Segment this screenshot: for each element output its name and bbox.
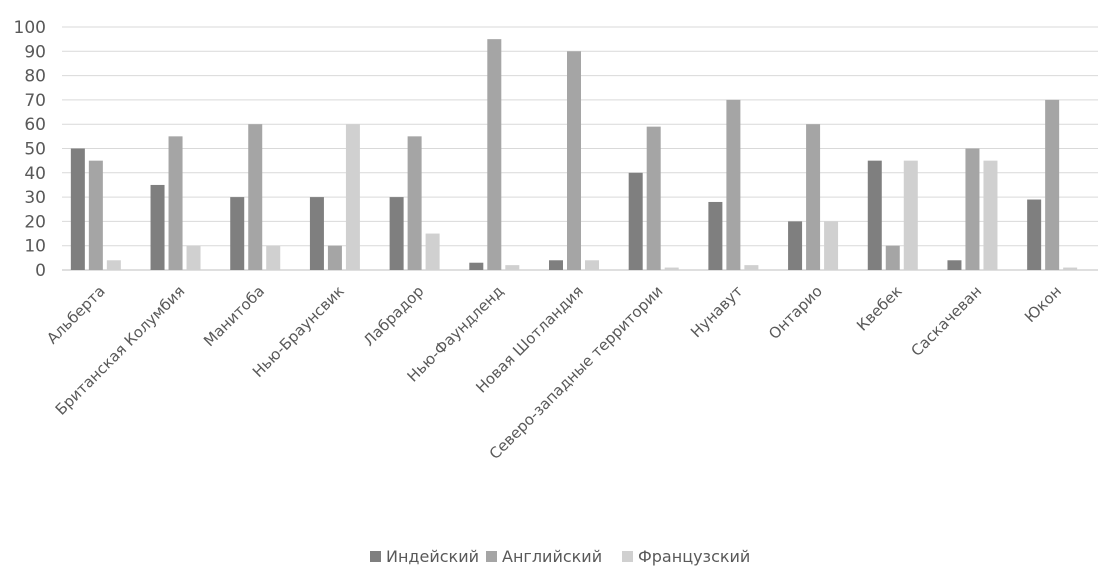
- bar: [309, 197, 324, 270]
- bar: [389, 197, 404, 270]
- bar: [469, 262, 484, 270]
- bar: [824, 221, 839, 270]
- bar: [664, 267, 679, 270]
- x-tick-label: Саскачеван: [907, 282, 985, 360]
- y-tick-label: 0: [35, 261, 46, 281]
- bar: [168, 136, 183, 270]
- bar: [106, 260, 121, 270]
- bar: [345, 124, 360, 270]
- y-tick-label: 70: [24, 91, 46, 111]
- bar: [983, 160, 998, 270]
- legend-label: Французский: [638, 547, 750, 566]
- bar: [150, 184, 165, 270]
- bar: [708, 201, 723, 270]
- bar: [1063, 267, 1078, 270]
- legend-label: Английский: [502, 547, 602, 566]
- bar: [585, 260, 599, 270]
- bar: [947, 260, 962, 270]
- x-tick-label: Юкон: [1021, 282, 1065, 326]
- bar: [885, 245, 900, 270]
- x-tick-label: Лабрадор: [360, 282, 428, 350]
- y-tick-label: 50: [24, 140, 46, 160]
- bar: [806, 124, 821, 270]
- y-tick-label: 30: [24, 188, 46, 208]
- bar: [903, 160, 918, 270]
- bar: [248, 124, 263, 270]
- y-tick-label: 90: [24, 42, 46, 62]
- x-tick-label: Квебек: [853, 282, 906, 335]
- bar: [327, 245, 342, 270]
- bar: [567, 51, 581, 270]
- legend-label: Индейский: [386, 547, 479, 566]
- y-axis: 0 10 20 30 40 50 60 70 80 90 100: [14, 18, 46, 281]
- y-tick-label: 60: [24, 115, 46, 135]
- bar: [628, 172, 643, 270]
- bar: [646, 126, 661, 270]
- bar: [726, 99, 741, 271]
- bar: [88, 160, 103, 270]
- x-tick-label: Северо-западные территории: [486, 282, 667, 463]
- bar: [1027, 199, 1042, 270]
- legend-swatch: [486, 551, 497, 562]
- bar: [505, 265, 520, 270]
- bar: [425, 233, 440, 270]
- y-tick-label: 40: [24, 164, 46, 184]
- bar: [70, 148, 85, 270]
- bar: [1045, 99, 1060, 271]
- bar: [788, 221, 803, 270]
- bar: [266, 245, 281, 270]
- bar: [487, 39, 502, 271]
- y-tick-label: 100: [14, 18, 46, 38]
- x-tick-label: Альберта: [43, 282, 108, 347]
- x-tick-label: Нунавут: [687, 282, 746, 341]
- bar: [867, 160, 882, 270]
- legend: Индейский Английский Французский: [370, 547, 750, 566]
- legend-swatch: [370, 551, 381, 562]
- x-tick-label: Онтарио: [765, 282, 826, 343]
- bar: [965, 148, 980, 270]
- bar: [744, 265, 759, 270]
- legend-swatch: [622, 551, 633, 562]
- y-tick-label: 80: [24, 67, 46, 87]
- x-tick-label: Манитоба: [200, 282, 268, 350]
- bar: [407, 136, 422, 270]
- bars: [70, 39, 1078, 271]
- y-tick-label: 10: [24, 237, 46, 257]
- bar: [549, 260, 563, 270]
- x-tick-label: Британская Колумбия: [52, 282, 189, 419]
- bar: [186, 245, 201, 270]
- y-tick-label: 20: [24, 212, 46, 232]
- bar: [230, 197, 245, 270]
